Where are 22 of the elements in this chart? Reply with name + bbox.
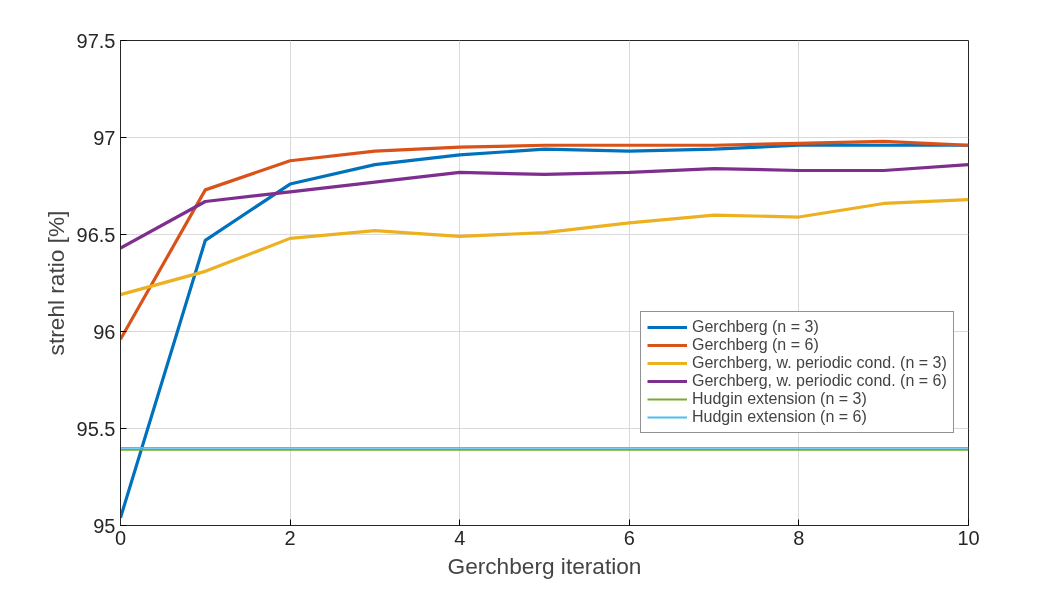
legend-label: Hudgin extension (n = 6) bbox=[692, 408, 867, 426]
legend-label: Gerchberg, w. periodic cond. (n = 3) bbox=[692, 354, 947, 372]
x-tick-label: 8 bbox=[793, 526, 805, 549]
legend-label: Hudgin extension (n = 3) bbox=[692, 390, 867, 408]
line-series bbox=[120, 163, 969, 250]
x-tick-label: 2 bbox=[284, 526, 296, 549]
y-tick-label: 97.5 bbox=[76, 29, 116, 52]
y-tick-label: 95.5 bbox=[76, 417, 116, 440]
legend-label: Gerchberg (n = 6) bbox=[692, 336, 819, 354]
x-tick-label: 10 bbox=[957, 526, 980, 549]
y-tick-label: 96 bbox=[93, 320, 116, 343]
y-axis-title: strehl ratio [%] bbox=[42, 210, 69, 356]
y-tick-label: 96.5 bbox=[76, 223, 116, 246]
legend-label: Gerchberg, w. periodic cond. (n = 6) bbox=[692, 372, 947, 390]
line-series bbox=[120, 197, 969, 297]
x-tick-label: 4 bbox=[454, 526, 466, 549]
legend-label: Gerchberg (n = 3) bbox=[692, 318, 819, 336]
x-tick-label: 0 bbox=[114, 526, 127, 549]
x-axis-title: Gerchberg iteration bbox=[447, 552, 642, 579]
x-tick-label: 6 bbox=[623, 526, 635, 549]
y-tick-label: 97 bbox=[93, 126, 116, 149]
y-tick-label: 95 bbox=[93, 514, 116, 537]
